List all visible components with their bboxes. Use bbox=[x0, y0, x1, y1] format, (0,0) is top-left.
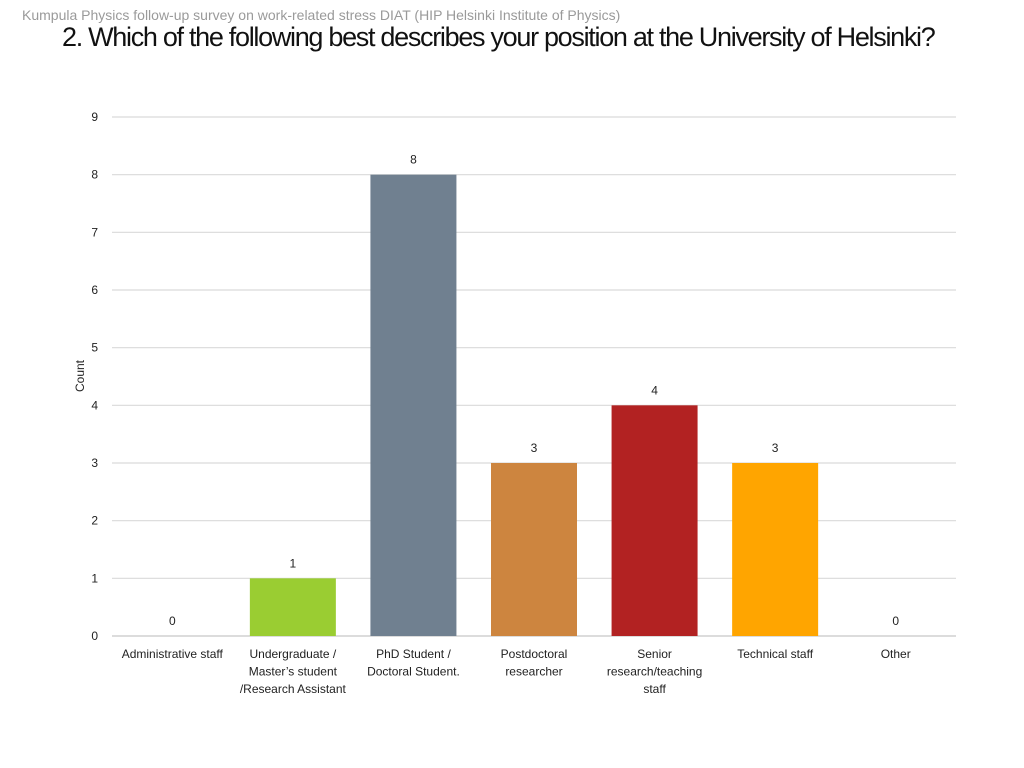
bar bbox=[611, 405, 698, 636]
x-category-label: Undergraduate / Master’s student/Research… bbox=[240, 647, 347, 696]
x-category-label-line: Technical staff bbox=[737, 647, 813, 661]
x-category-label: Administrative staff bbox=[122, 647, 224, 661]
x-category-label: Technical staff bbox=[737, 647, 813, 661]
data-label: 0 bbox=[892, 614, 899, 628]
x-category-label-line: Master’s student bbox=[249, 665, 338, 679]
x-category-label-line: Undergraduate / bbox=[249, 647, 336, 661]
x-category-label-line: staff bbox=[643, 682, 666, 696]
x-category-label: Senior research/teaching staff bbox=[607, 647, 702, 696]
x-category-label-line: Doctoral Student. bbox=[367, 665, 460, 679]
bar bbox=[732, 463, 819, 636]
y-tick-label: 8 bbox=[91, 168, 98, 182]
x-category-label: PhD Student / Doctoral Student. bbox=[367, 647, 460, 679]
x-category-label-line: Senior bbox=[637, 647, 672, 661]
data-label: 3 bbox=[772, 441, 779, 455]
y-tick-label: 1 bbox=[91, 571, 98, 585]
data-label: 1 bbox=[290, 556, 297, 570]
x-category-label-line: PhD Student / bbox=[376, 647, 451, 661]
survey-subtitle: Kumpula Physics follow-up survey on work… bbox=[22, 7, 621, 23]
x-category-label: Postdoctoral researcher bbox=[501, 647, 568, 679]
x-category-label-line: /Research Assistant bbox=[240, 682, 347, 696]
page-title: 2. Which of the following best describes… bbox=[62, 22, 936, 52]
bar bbox=[491, 463, 577, 636]
y-tick-label: 9 bbox=[91, 110, 98, 124]
data-label: 4 bbox=[651, 383, 658, 397]
y-tick-label: 5 bbox=[91, 341, 98, 355]
data-label: 3 bbox=[531, 441, 538, 455]
bar bbox=[249, 578, 336, 636]
bar bbox=[370, 174, 457, 636]
y-tick-label: 6 bbox=[91, 283, 98, 297]
y-axis-label: Count bbox=[73, 359, 87, 392]
y-tick-label: 2 bbox=[91, 514, 98, 528]
y-tick-label: 7 bbox=[91, 225, 98, 239]
x-category-label-line: researcher bbox=[505, 665, 562, 679]
data-label: 8 bbox=[410, 153, 417, 167]
x-category-label-line: Postdoctoral bbox=[501, 647, 568, 661]
y-tick-label: 3 bbox=[91, 456, 98, 470]
x-category-label-line: Other bbox=[881, 647, 911, 661]
y-tick-label: 0 bbox=[91, 629, 98, 643]
x-category-label-line: Administrative staff bbox=[122, 647, 224, 661]
data-label: 0 bbox=[169, 614, 176, 628]
x-category-label-line: research/teaching bbox=[607, 665, 702, 679]
y-tick-label: 4 bbox=[91, 398, 98, 412]
x-category-label: Other bbox=[881, 647, 911, 661]
